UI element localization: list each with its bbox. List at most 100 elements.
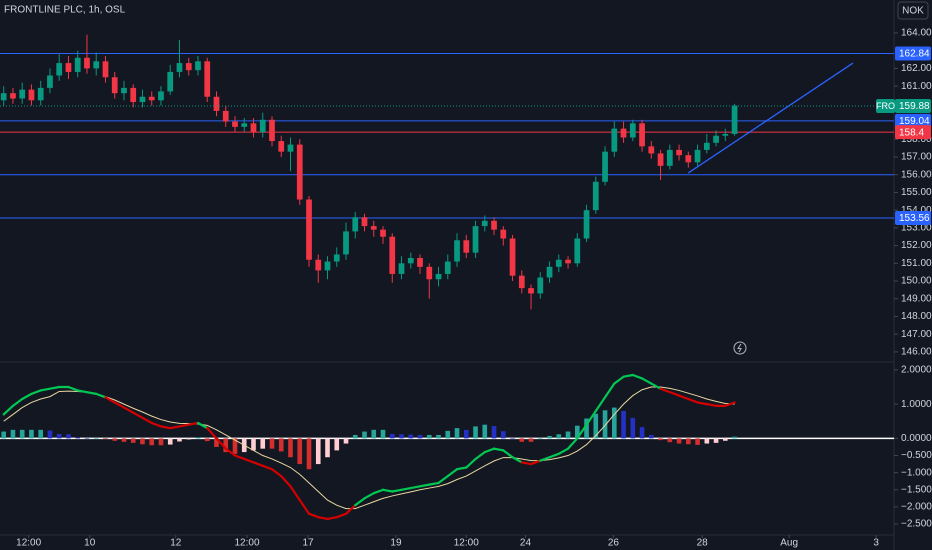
- macd-line: [21, 392, 33, 401]
- replay-icon[interactable]: [733, 341, 747, 355]
- histogram-bar: [140, 438, 145, 445]
- candle-body: [444, 261, 451, 274]
- macd-line: [233, 454, 246, 461]
- candle-body: [472, 226, 479, 253]
- candle-body: [602, 151, 608, 182]
- currency-button[interactable]: [897, 1, 929, 20]
- histogram-bar: [537, 438, 543, 439]
- candle-body: [56, 63, 63, 76]
- x-tick-label: 19: [390, 538, 402, 549]
- candle-body: [380, 229, 386, 237]
- macd-line: [418, 483, 431, 488]
- macd-line: [566, 437, 579, 450]
- histogram-bar: [510, 438, 515, 439]
- histogram-bar: [676, 438, 682, 444]
- x-tick-label: Aug: [780, 538, 798, 549]
- last-price-label: 159.88: [899, 101, 930, 112]
- macd-line: [48, 385, 61, 390]
- macd-line: [252, 461, 264, 467]
- macd-line: [483, 447, 496, 454]
- histogram-bar: [602, 410, 608, 439]
- candle-body: [158, 91, 164, 101]
- candle-body: [102, 61, 109, 78]
- candle-body: [296, 144, 303, 200]
- histogram-bar: [695, 438, 700, 445]
- macd-line: [603, 382, 616, 399]
- candle-body: [47, 75, 53, 88]
- candle-body: [518, 275, 525, 289]
- chart-title: FRONTLINE PLC, 1h, OSL: [4, 5, 126, 16]
- candle-body: [343, 231, 349, 255]
- histogram-bar: [519, 438, 525, 442]
- macd-line: [446, 468, 459, 478]
- candle-body: [352, 217, 359, 232]
- histogram-bar: [130, 438, 136, 443]
- x-tick-label: 28: [697, 538, 709, 549]
- macd-line: [687, 397, 699, 404]
- candle-body: [703, 142, 710, 150]
- macd-line: [391, 488, 403, 493]
- candle-body: [139, 96, 146, 103]
- histogram-bar: [547, 435, 552, 439]
- histogram-bar: [103, 438, 108, 440]
- macd-line: [409, 485, 422, 490]
- macd-line: [613, 375, 625, 385]
- histogram-bar: [686, 438, 691, 445]
- candle-body: [130, 87, 137, 103]
- symbol-label: FRO: [876, 101, 895, 111]
- histogram-bar: [1, 431, 7, 439]
- histogram-bar: [306, 438, 312, 470]
- signal-line: [3, 386, 735, 510]
- histogram-bar: [269, 438, 275, 449]
- candle-body: [685, 155, 692, 163]
- histogram-bar: [204, 438, 210, 442]
- macd-line: [502, 449, 514, 459]
- candle-body: [491, 220, 497, 230]
- macd-line: [104, 396, 116, 404]
- macd-line: [39, 387, 52, 392]
- x-tick-label: 12: [170, 538, 182, 549]
- histogram-bar: [167, 438, 173, 445]
- candle-body: [435, 273, 442, 280]
- histogram-bar: [260, 438, 266, 449]
- macd-line: [76, 389, 89, 394]
- candle-body: [694, 149, 701, 163]
- candle-body: [287, 144, 294, 152]
- x-tick-label: 17: [303, 538, 315, 549]
- level-label: 153.56: [899, 213, 930, 224]
- y-tick-label: 149.00: [901, 293, 932, 304]
- macd-line: [381, 488, 394, 493]
- candle-body: [500, 229, 507, 239]
- candle-body: [389, 236, 396, 274]
- histogram-bar: [66, 434, 71, 439]
- histogram-bar: [399, 434, 404, 439]
- candle-body: [111, 77, 118, 94]
- macd-line: [67, 385, 79, 392]
- histogram-bar: [574, 425, 580, 439]
- candle-body: [676, 149, 682, 156]
- level-label: 158.4: [899, 127, 924, 138]
- candle-body: [648, 146, 655, 154]
- macd-line: [363, 492, 375, 500]
- histogram-bar: [297, 438, 303, 465]
- candle-body: [121, 87, 127, 94]
- macd-line: [622, 373, 634, 378]
- macd-line: [594, 396, 607, 413]
- y-tick-label: 148.00: [901, 311, 932, 322]
- candle-body: [528, 288, 534, 294]
- y-tick-label: 146.00: [901, 347, 932, 358]
- candle-body: [241, 123, 248, 127]
- histogram-bar: [38, 429, 44, 439]
- histogram-bar: [713, 438, 719, 443]
- histogram-bar: [389, 433, 395, 439]
- macd-line: [178, 423, 190, 428]
- currency-label[interactable]: NOK: [902, 6, 924, 17]
- macd-line: [465, 457, 477, 469]
- macd-line: [159, 425, 172, 430]
- histogram-bar: [648, 434, 654, 439]
- histogram-bar: [84, 438, 90, 439]
- histogram-bar: [417, 434, 423, 439]
- candle-body: [0, 93, 7, 101]
